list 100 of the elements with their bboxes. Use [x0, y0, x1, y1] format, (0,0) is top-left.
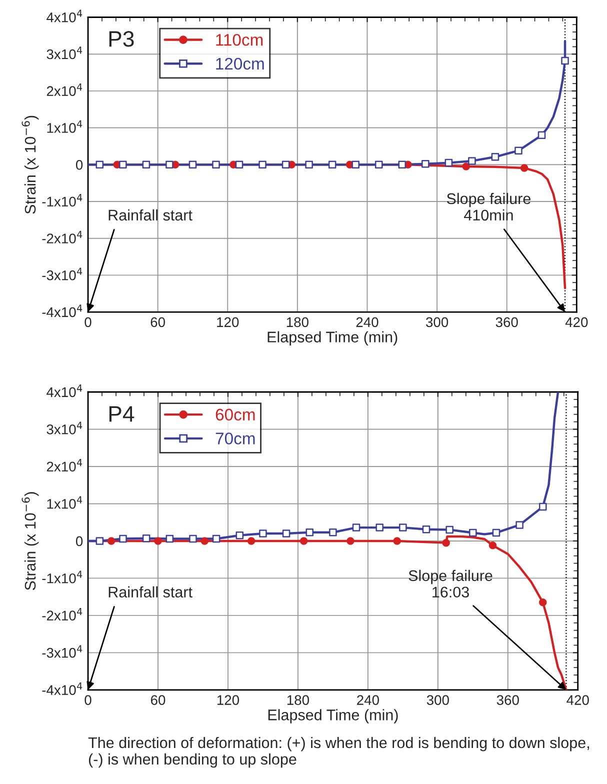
- legend-label: 70cm: [216, 432, 255, 444]
- point: [119, 534, 127, 543]
- x-tick-label: 300: [426, 317, 448, 328]
- legend-label: 120cm: [216, 58, 264, 70]
- legend-label: 60cm: [216, 408, 255, 421]
- point: [352, 524, 360, 532]
- point: [305, 160, 313, 169]
- point: [446, 526, 454, 534]
- point: [492, 528, 500, 537]
- y-tick-label: -1x10$^{4}$: [42, 570, 82, 584]
- point: [212, 534, 220, 543]
- y-tick-label: -2x10$^{4}$: [42, 608, 82, 621]
- x-tick-label: 60: [150, 695, 166, 705]
- point: [538, 598, 547, 606]
- point: [469, 528, 477, 537]
- point: [444, 158, 453, 167]
- x-tick-label: 420: [566, 695, 589, 705]
- x-tick-label: 180: [287, 695, 309, 705]
- point: [561, 56, 569, 65]
- point: [235, 160, 244, 169]
- point: [166, 160, 174, 169]
- point: [142, 534, 150, 542]
- point: [329, 528, 337, 536]
- point: [306, 528, 314, 536]
- y-tick-label: 3x10$^{4}$: [46, 422, 82, 434]
- point: [376, 524, 384, 532]
- point: [399, 524, 407, 532]
- x-tick-label: 0: [84, 695, 92, 705]
- point: [282, 530, 290, 538]
- x-tick-label: 120: [217, 695, 240, 705]
- y-tick-label: 2x10$^{4}$: [46, 83, 82, 96]
- x-tick-label: 360: [496, 695, 519, 705]
- annotation: Slope failure 410min: [446, 192, 530, 221]
- point: [520, 164, 528, 172]
- point: [259, 530, 267, 538]
- point: [188, 160, 197, 169]
- x-tick-label: 60: [150, 317, 165, 328]
- annotation: Rainfall start: [108, 586, 192, 598]
- legend-label: 110cm: [216, 34, 263, 46]
- point: [96, 537, 104, 545]
- y-tick-label: 2x10$^{4}$: [46, 459, 82, 472]
- point: [491, 153, 500, 161]
- point: [462, 162, 470, 170]
- point: [236, 531, 244, 540]
- point: [247, 537, 256, 545]
- point: [374, 160, 383, 169]
- x-tick-label: 300: [426, 695, 449, 705]
- point: [393, 537, 401, 545]
- y-tick-label: -3x10$^{4}$: [42, 268, 82, 280]
- y-tick-label: -4x10$^{4}$: [42, 682, 82, 695]
- point: [300, 537, 308, 545]
- y-axis-title: Strain (x 10$^{−6}$): [22, 492, 39, 590]
- point: [488, 542, 497, 550]
- x-tick-label: 0: [84, 317, 92, 328]
- point: [422, 526, 430, 534]
- point: [468, 157, 476, 165]
- y-tick-label: 1x10$^{4}$: [47, 496, 82, 509]
- y-axis-title: Strain (x 10$^{−6}$): [22, 116, 39, 214]
- point: [107, 537, 116, 545]
- point: [538, 131, 546, 140]
- y-tick-label: 3x10$^{4}$: [46, 46, 82, 60]
- annotation: P3: [109, 31, 134, 47]
- point: [96, 160, 104, 169]
- y-tick-label: 0: [76, 160, 83, 170]
- x-tick-label: 240: [357, 695, 379, 705]
- text: The direction of deformation: (+) is when the rod is bending to down slope, (-) is when bending to up slope: [88, 736, 589, 768]
- x-tick-label: 180: [286, 317, 308, 328]
- point: [346, 537, 354, 545]
- x-axis-title: Elapsed Time (min): [268, 709, 398, 724]
- y-tick-label: 4x10$^{4}$: [46, 10, 82, 22]
- annotation: P4: [109, 406, 134, 422]
- point: [282, 160, 290, 169]
- point: [142, 160, 150, 169]
- point: [328, 160, 336, 169]
- x-tick-label: 120: [217, 317, 239, 328]
- point: [154, 537, 162, 545]
- x-tick-label: 420: [565, 317, 588, 328]
- annotation: Slope failure 16:03: [408, 570, 492, 598]
- y-tick-label: -1x10$^{4}$: [42, 194, 82, 207]
- x-tick-label: 240: [356, 317, 378, 328]
- x-tick-label: 360: [496, 317, 518, 328]
- y-tick-label: -4x10$^{4}$: [42, 304, 82, 318]
- y-tick-label: -3x10$^{4}$: [42, 645, 82, 658]
- point: [119, 160, 127, 169]
- point: [352, 160, 360, 169]
- annotation: Rainfall start: [108, 209, 192, 221]
- point: [422, 160, 430, 168]
- point: [189, 534, 197, 543]
- y-tick-label: 0: [76, 536, 83, 546]
- point: [538, 502, 547, 511]
- y-tick-label: 4x10$^{4}$: [46, 384, 82, 398]
- point: [442, 538, 450, 547]
- y-tick-label: 1x10$^{4}$: [47, 120, 82, 133]
- point: [166, 534, 174, 543]
- y-tick-label: -2x10$^{4}$: [42, 230, 82, 244]
- point: [516, 521, 524, 529]
- point: [514, 146, 522, 155]
- point: [212, 160, 220, 169]
- point: [398, 160, 406, 169]
- x-axis-title: Elapsed Time (min): [268, 331, 398, 346]
